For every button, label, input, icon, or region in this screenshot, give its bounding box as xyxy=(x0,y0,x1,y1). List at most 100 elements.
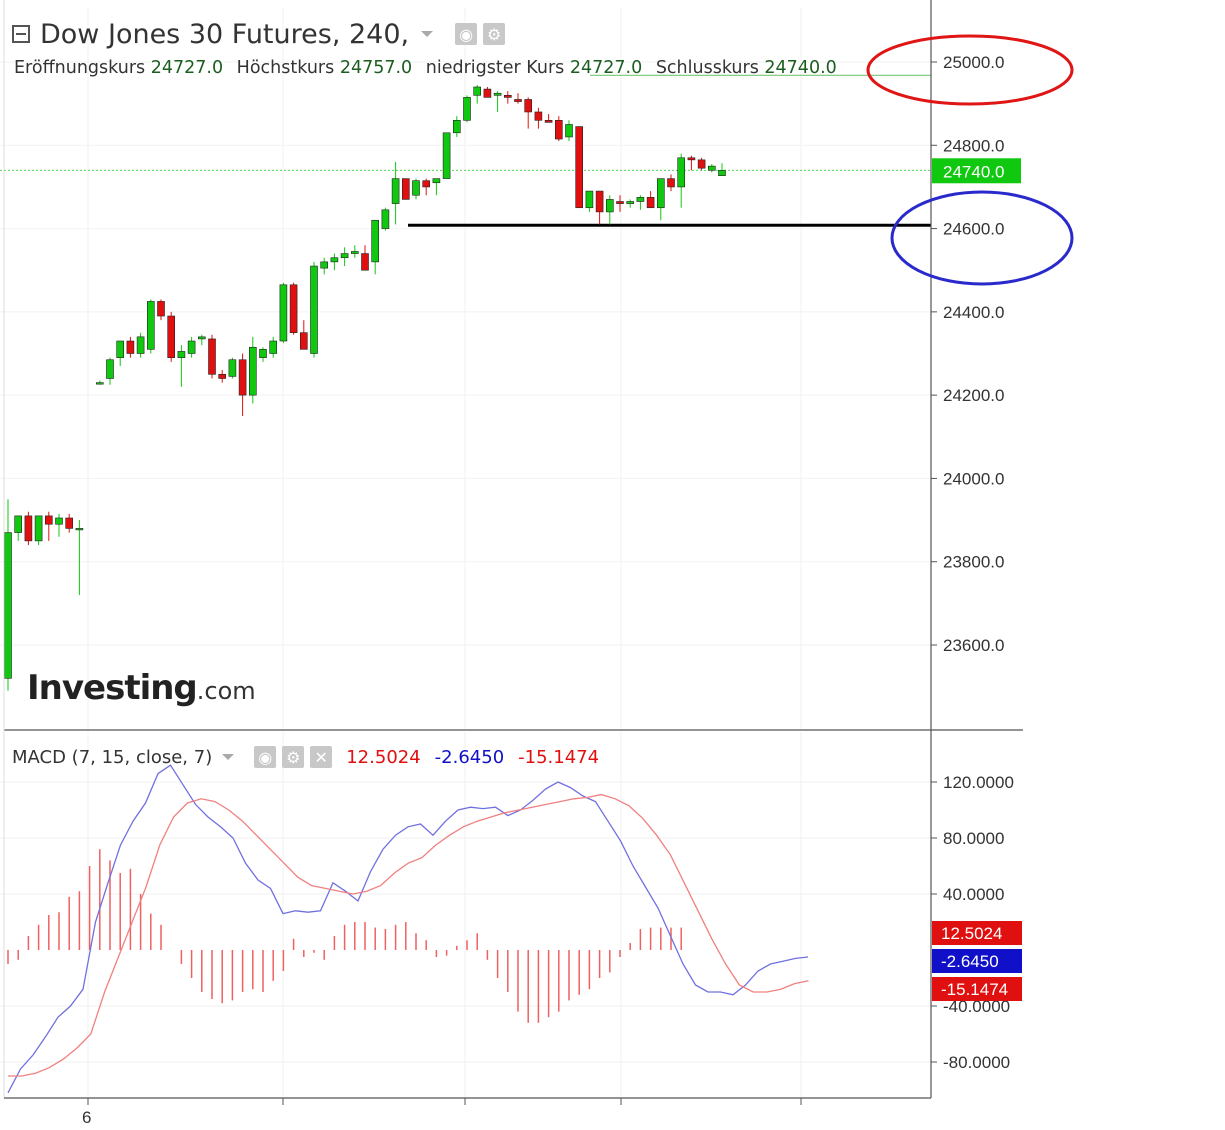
candle-body xyxy=(677,157,686,188)
candle-body xyxy=(340,253,349,259)
macd-tick-label: -40.0000 xyxy=(943,997,1010,1016)
gear-icon[interactable]: ⚙ xyxy=(483,23,506,45)
candle-body xyxy=(187,340,196,354)
candle-body xyxy=(565,124,573,138)
logo-brand: Investing xyxy=(27,668,198,708)
blue-circle-annotation xyxy=(890,190,1074,286)
investing-logo: Investing.com xyxy=(27,668,256,708)
signal-line xyxy=(8,793,809,1077)
candle-body xyxy=(381,209,390,229)
close-label: Schlusskurs xyxy=(655,58,759,78)
candle-body xyxy=(44,515,53,525)
candle-body xyxy=(595,190,604,213)
chevron-down-icon[interactable] xyxy=(421,31,434,37)
candle-body xyxy=(198,336,206,340)
candle-body xyxy=(330,257,339,263)
price-tick-label: 24200.0 xyxy=(943,386,1004,405)
axes xyxy=(3,0,1023,1105)
candle-body xyxy=(514,99,522,102)
candle-body xyxy=(4,532,12,679)
chevron-down-icon[interactable] xyxy=(222,754,235,760)
last-price-label: 24740.0 xyxy=(943,162,1004,181)
candlestick-series xyxy=(4,84,726,691)
macd-value-tag xyxy=(932,977,1022,1001)
candle-body xyxy=(636,197,645,202)
low-value: 24727.0 xyxy=(569,58,643,78)
candle-body xyxy=(361,253,369,271)
last-price-tag xyxy=(932,158,1021,184)
low-label: niedrigster Kurs xyxy=(425,58,565,78)
macd-header: MACD (7, 15, close, 7) ◉ ⚙ ✕ 12.5024 -2.6… xyxy=(12,746,599,768)
candle-body xyxy=(452,120,461,134)
signal-value: -2.6450 xyxy=(434,746,505,768)
time-tick-label: 6 xyxy=(82,1108,91,1127)
macd-tick-label: 120.0000 xyxy=(943,773,1014,792)
candle-body xyxy=(14,515,22,533)
price-tick-label: 24800.0 xyxy=(943,136,1004,155)
candle-body xyxy=(289,284,298,333)
macd-lines xyxy=(7,764,809,1094)
candle-body xyxy=(218,374,226,379)
open-label: Eröffnungskurs xyxy=(14,58,146,78)
macd-title: MACD (7, 15, close, 7) xyxy=(12,746,213,768)
eye-icon[interactable]: ◉ xyxy=(254,746,277,768)
candle-body xyxy=(463,97,471,121)
macd-value-tag xyxy=(932,921,1022,945)
candle-body xyxy=(432,178,441,184)
candle-body xyxy=(259,349,267,358)
candle-body xyxy=(299,332,308,350)
candle-body xyxy=(412,180,420,196)
close-value: 24740.0 xyxy=(764,58,837,78)
candle-body xyxy=(667,178,675,188)
price-grid xyxy=(0,8,931,730)
candle-body xyxy=(167,315,175,358)
candle-body xyxy=(320,261,329,269)
high-value: 24757.0 xyxy=(339,58,413,78)
close-icon[interactable]: ✕ xyxy=(310,746,333,768)
candle-body xyxy=(554,120,563,140)
candle-body xyxy=(350,251,359,254)
candle-body xyxy=(238,359,247,396)
candle-body xyxy=(34,515,43,542)
candle-body xyxy=(65,517,73,529)
price-tick-label: 24600.0 xyxy=(943,220,1004,239)
price-levels xyxy=(0,74,931,227)
eye-icon[interactable]: ◉ xyxy=(455,23,478,45)
gear-icon[interactable]: ⚙ xyxy=(282,746,305,768)
price-tick-label: 25000.0 xyxy=(943,53,1004,72)
candle-body xyxy=(524,99,533,113)
candle-body xyxy=(503,95,512,98)
candle-body xyxy=(616,201,624,204)
ohlc-legend: Eröffnungskurs 24727.0 Höchstkurs 24757.… xyxy=(14,58,845,78)
candle-body xyxy=(208,338,216,375)
macd-value-tag xyxy=(932,949,1022,973)
candle-body xyxy=(707,165,716,171)
candle-body xyxy=(228,359,237,377)
collapse-icon[interactable] xyxy=(12,25,30,43)
macd-grid xyxy=(0,732,931,1098)
open-value: 24727.0 xyxy=(150,58,224,78)
candle-body xyxy=(96,382,104,385)
candle-body xyxy=(136,336,145,354)
macd-tick-label: -80.0000 xyxy=(943,1053,1010,1072)
annotations xyxy=(866,34,1074,286)
candle-body xyxy=(269,340,278,354)
candle-body xyxy=(391,178,400,204)
candle-body xyxy=(177,351,186,358)
candle-body xyxy=(279,284,288,342)
candle-body xyxy=(718,169,726,176)
logo-suffix: .com xyxy=(196,677,256,705)
candle-body xyxy=(646,197,655,209)
candle-body xyxy=(106,359,114,379)
chart-title: Dow Jones 30 Futures, 240, xyxy=(40,18,410,50)
candle-body xyxy=(483,88,492,98)
candle-body xyxy=(75,528,84,531)
candle-body xyxy=(626,201,635,204)
macd-tick-label: 80.0000 xyxy=(943,829,1004,848)
histogram-value: -15.1474 xyxy=(518,746,600,768)
candle-body xyxy=(544,120,553,123)
candle-body xyxy=(585,190,594,209)
macd-values: 12.5024 -2.6450 -15.1474 xyxy=(332,747,599,768)
candle-body xyxy=(55,517,63,525)
